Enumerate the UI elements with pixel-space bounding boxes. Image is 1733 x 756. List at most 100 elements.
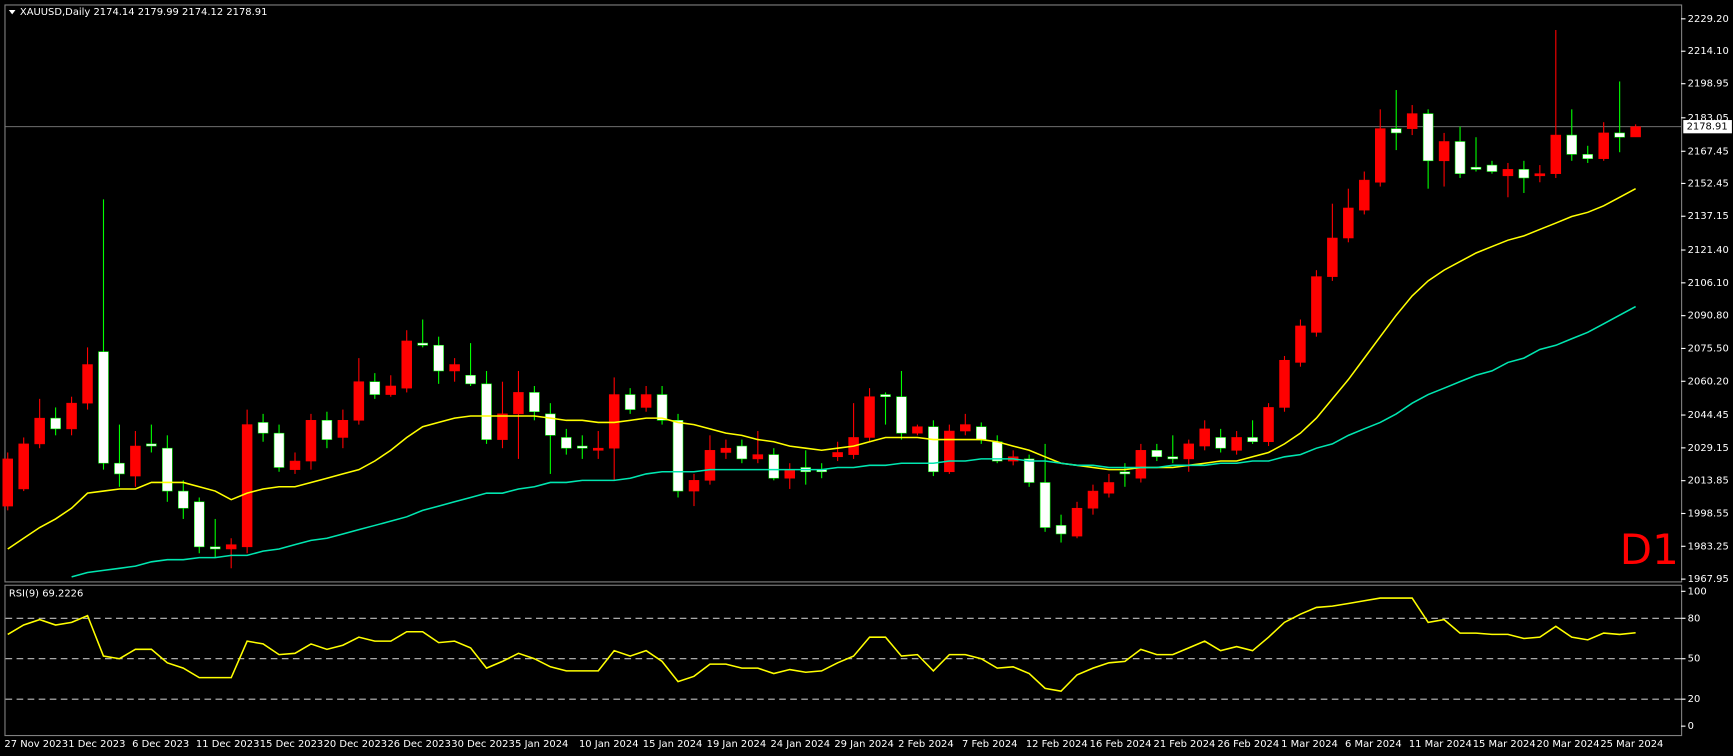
candle-body [1630, 126, 1641, 138]
candle-body [114, 462, 125, 475]
candle-body [225, 544, 237, 550]
candle-body [273, 432, 285, 468]
y-tick-label: 2044.45 [1688, 410, 1729, 421]
candle-body [832, 452, 843, 458]
moving-average [71, 305, 1636, 578]
y-tick-label: 2013.85 [1688, 476, 1729, 487]
candle-body [1135, 450, 1147, 479]
x-tick-label: 10 Jan 2024 [579, 739, 639, 750]
y-tick-label: 1983.25 [1688, 541, 1729, 552]
x-tick-label: 20 Dec 2023 [324, 739, 387, 750]
candle-body [1263, 407, 1274, 443]
y-tick-label: 1967.95 [1688, 574, 1729, 585]
y-tick-label: 2137.15 [1688, 211, 1729, 222]
x-tick-label: 6 Mar 2024 [1345, 739, 1402, 750]
candle-body [736, 445, 748, 460]
x-tick-label: 15 Mar 2024 [1473, 739, 1536, 750]
x-tick-label: 27 Nov 2023 [4, 739, 68, 750]
candle-body [481, 383, 492, 440]
candle-body [1598, 132, 1609, 159]
y-tick-label: 2029.15 [1688, 443, 1729, 454]
candle-body [1071, 507, 1083, 537]
close-value: 2178.91 [226, 7, 267, 18]
rsi-tick-label: 20 [1688, 694, 1701, 705]
y-tick-label: 2167.45 [1688, 146, 1729, 157]
x-tick-label: 26 Feb 2024 [1217, 739, 1279, 750]
candle-body [465, 374, 476, 385]
candle-body [624, 394, 636, 410]
candle-body [369, 381, 381, 395]
candle-body [704, 450, 716, 481]
plot-area: 2229.20 2214.10 2198.95 2183.05 2167.45 2152.… [2, 14, 1732, 750]
candle-body [1486, 164, 1498, 172]
candle-body [529, 392, 540, 413]
candle-body [768, 454, 780, 479]
candle-body [1438, 141, 1450, 162]
candle-body [417, 342, 428, 346]
candle-body [194, 501, 205, 548]
candle-body [1119, 471, 1131, 475]
candle-body [305, 420, 317, 462]
rsi-value: 69.2226 [42, 589, 83, 600]
candle-body [1375, 128, 1386, 183]
candle-body [1055, 525, 1067, 535]
candle-body [1470, 166, 1482, 170]
price-panel [4, 4, 1683, 583]
candle-body [1390, 128, 1402, 134]
candle-body [1454, 141, 1466, 174]
candle-body [337, 420, 349, 438]
candle-body [1039, 482, 1051, 528]
y-tick-label: 2152.45 [1688, 178, 1729, 189]
candle-body [912, 426, 923, 434]
x-tick-label: 2 Feb 2024 [898, 739, 954, 750]
candle-body [1502, 169, 1514, 177]
x-tick-label: 6 Dec 2023 [132, 739, 189, 750]
y-tick-label: 2229.20 [1688, 14, 1729, 25]
candle-body [162, 447, 173, 492]
y-tick-label: 2075.50 [1688, 343, 1729, 354]
candle-body [1183, 443, 1194, 460]
x-tick-label: 24 Jan 2024 [770, 739, 830, 750]
candle-body [50, 417, 61, 430]
candle-body [561, 437, 572, 449]
candle-body [640, 394, 652, 408]
x-tick-label: 29 Jan 2024 [834, 739, 894, 750]
menu-triangle[interactable] [8, 9, 16, 15]
x-tick-label: 1 Dec 2023 [68, 739, 125, 750]
candle-body [34, 417, 45, 445]
rsi-tick-label: 0 [1688, 721, 1694, 732]
candle-body [1103, 482, 1115, 494]
price-label: 2178.91 [1687, 122, 1728, 133]
candle-body [82, 364, 93, 404]
candle-body [1582, 154, 1593, 159]
candle-body [209, 546, 221, 550]
candle-body [385, 385, 397, 395]
x-tick-label: 26 Dec 2023 [387, 739, 450, 750]
candle-body [513, 392, 524, 415]
x-tick-label: 1 Mar 2024 [1281, 739, 1338, 750]
candle-body [1199, 428, 1210, 447]
candle-body [1087, 490, 1099, 509]
candle-body [178, 490, 189, 509]
candle-body [289, 460, 301, 470]
candle-body [66, 402, 77, 430]
y-tick-label: 2198.95 [1688, 79, 1729, 90]
candle-body [928, 426, 939, 473]
y-tick-label: 2183.05 [1688, 113, 1729, 124]
candle-body [1343, 207, 1354, 239]
candle-body [1151, 450, 1163, 458]
candle-body [960, 424, 971, 432]
rsi-tick-label: 80 [1688, 613, 1701, 624]
candle-body [2, 458, 13, 507]
x-tick-label: 15 Jan 2024 [643, 739, 703, 750]
y-tick-label: 2090.80 [1688, 311, 1729, 322]
candle-body [353, 381, 365, 421]
candle-body [944, 430, 955, 473]
timeframe-label: D1 [1620, 525, 1679, 574]
rsi-title: RSI(9) [9, 589, 39, 600]
candle-body [1422, 113, 1434, 162]
x-tick-label: 7 Feb 2024 [962, 739, 1018, 750]
candle-body [577, 445, 588, 449]
candle-body [1518, 169, 1530, 179]
